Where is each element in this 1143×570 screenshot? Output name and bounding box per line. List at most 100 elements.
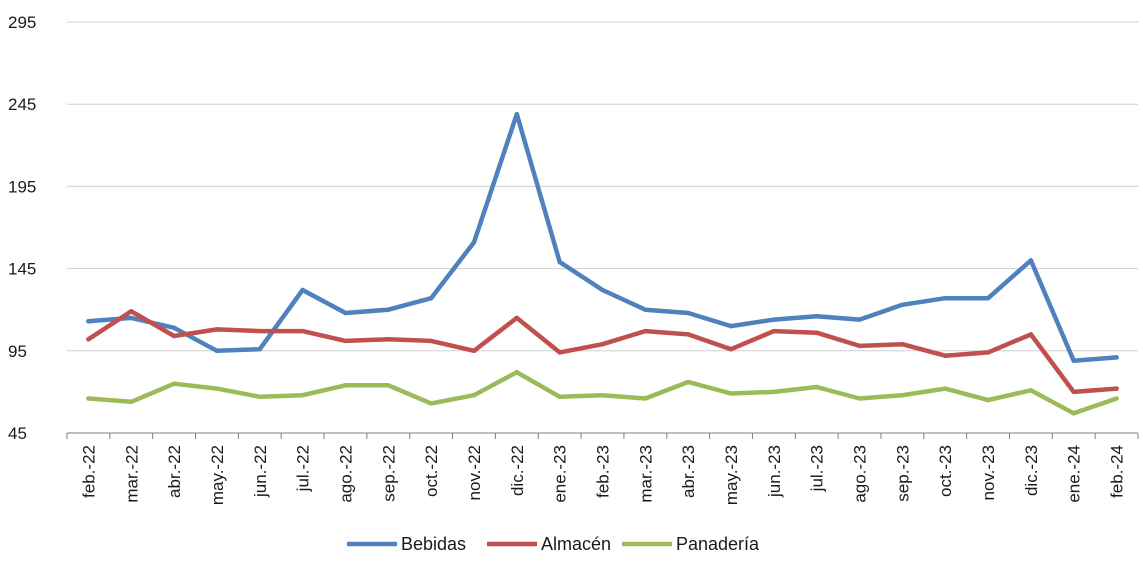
data-point [814,314,819,319]
x-tick-label: abr.-23 [679,445,698,498]
data-point [171,333,177,339]
data-point [343,338,348,344]
data-point [1114,355,1119,360]
data-point [214,327,220,332]
data-point [129,315,134,321]
x-tick-label: may.-23 [722,445,741,505]
data-point [428,295,434,301]
x-tick-label: nov.-23 [979,445,998,500]
x-tick-label: feb.-24 [1108,445,1127,498]
data-point [685,332,691,337]
data-point [471,348,477,353]
data-point [557,259,562,265]
data-point [300,328,305,334]
x-tick-label: ene.-23 [551,445,570,503]
data-point [514,111,520,117]
data-point [514,315,520,321]
data-point [643,307,648,312]
data-point [728,323,734,329]
data-point [428,338,434,344]
data-point [900,302,905,307]
data-point [1028,258,1034,263]
series-line [86,369,1119,416]
data-point [685,310,691,316]
data-point [171,381,177,386]
data-point [428,401,434,406]
x-tick-label: sep.-23 [893,445,912,502]
data-point [600,287,605,293]
data-point [643,396,648,401]
data-point [1071,411,1076,416]
x-tick-label: abr.-22 [165,445,184,498]
legend: Bebidas Almacén Panadería [347,534,760,554]
x-tick-label: ago.-23 [851,445,870,503]
data-point [129,399,134,404]
x-tick-label: dic.-22 [508,445,527,496]
legend-item: Almacén [487,534,611,554]
data-point [857,343,862,349]
x-tick-label: may.-22 [208,445,227,505]
data-point [386,337,391,342]
data-point [557,350,562,355]
legend-item: Panadería [622,534,760,554]
data-point [86,396,91,401]
legend-label: Bebidas [401,534,466,554]
data-point [600,392,605,398]
y-axis-tick-labels: 45 95 145 195 245 295 [8,13,36,443]
data-point [386,307,391,312]
data-point [985,350,991,355]
data-point [471,240,477,245]
data-point [514,369,520,375]
data-point [857,396,862,401]
data-point [343,383,348,388]
data-point [814,330,819,335]
y-tick-label: 195 [8,177,36,196]
data-point [257,394,262,400]
x-tick-label: dic.-23 [1022,445,1041,496]
x-tick-label: jun.-22 [251,445,270,498]
data-point [214,386,220,391]
series-line [86,111,1119,363]
data-point [1114,396,1119,401]
x-tick-label: sep.-22 [379,445,398,502]
data-point [943,386,948,391]
data-point [300,392,305,398]
data-point [943,295,948,301]
data-point [86,337,91,342]
data-point [943,353,948,358]
data-point [857,317,862,322]
x-tick-label: oct.-22 [422,445,441,497]
data-point [471,392,477,398]
x-tick-label: mar.-22 [122,445,141,503]
gridlines [67,21,1138,352]
data-point [300,287,305,293]
data-point [171,325,177,330]
x-tick-label: nov.-22 [465,445,484,500]
data-point [386,383,391,388]
y-tick-label: 295 [8,13,36,32]
x-tick-label: jul.-23 [808,445,827,492]
data-point [600,342,605,347]
data-point [900,392,905,398]
legend-label: Panadería [676,534,760,554]
x-tick-label: ene.-24 [1065,445,1084,503]
data-point [86,319,91,324]
x-tick-label: jun.-23 [765,445,784,498]
data-point [771,317,777,322]
data-point [257,328,262,334]
data-point [728,391,734,396]
x-tick-label: oct.-23 [936,445,955,497]
data-point [1071,358,1076,363]
data-point [771,328,777,334]
series-Almacén [86,309,1119,395]
data-point [557,394,562,400]
x-tick-label: ago.-22 [336,445,355,503]
series-Bebidas [86,111,1119,363]
x-tick-label: feb.-23 [594,445,613,498]
data-point [900,342,905,347]
data-point [685,379,691,385]
x-tick-label: jul.-22 [294,445,313,492]
data-point [1114,386,1119,391]
